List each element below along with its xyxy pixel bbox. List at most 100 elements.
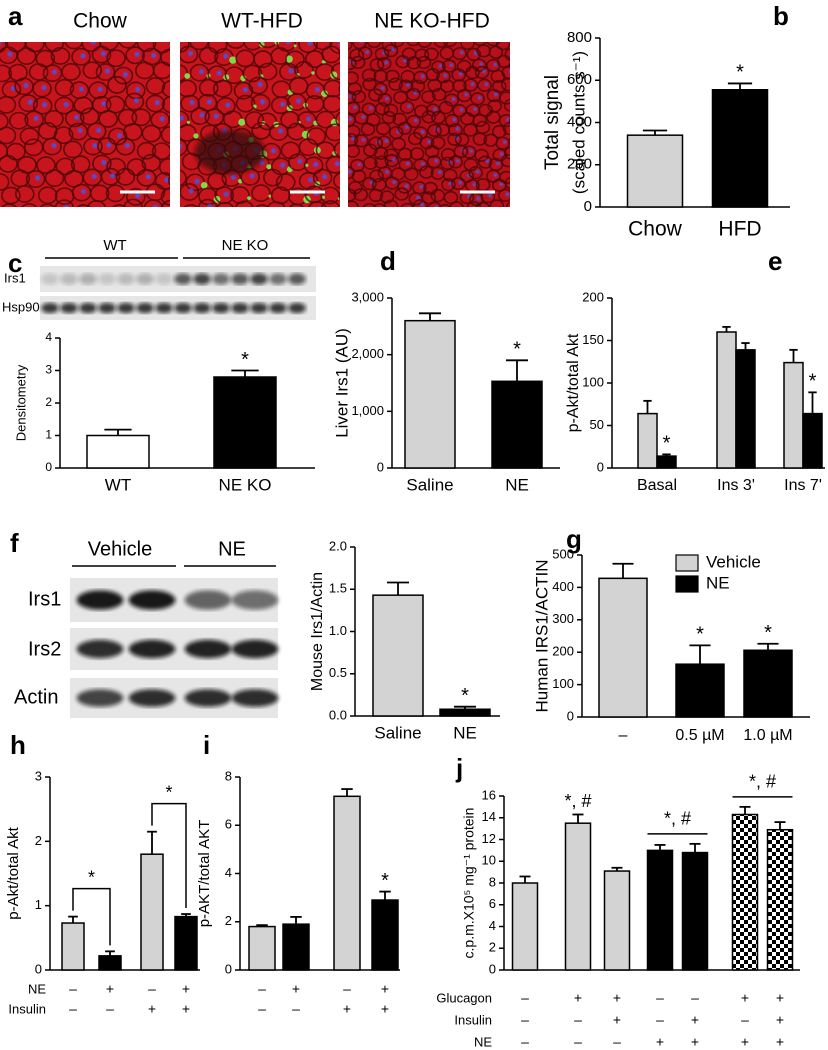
nucleus bbox=[280, 101, 286, 107]
cell bbox=[18, 94, 39, 113]
cell bbox=[100, 167, 121, 186]
cell bbox=[348, 42, 353, 51]
error-bar bbox=[231, 369, 259, 377]
nucleus bbox=[384, 60, 389, 65]
nucleus bbox=[493, 173, 498, 177]
cell bbox=[126, 158, 147, 177]
cell bbox=[397, 147, 413, 161]
error-bar bbox=[290, 916, 302, 925]
cell bbox=[24, 110, 44, 129]
cell bbox=[294, 61, 314, 79]
bar bbox=[140, 853, 164, 971]
x-tick-label: Ins 3' bbox=[717, 477, 755, 494]
cell bbox=[421, 191, 437, 205]
lipid bbox=[311, 71, 315, 75]
cell bbox=[151, 142, 170, 161]
cell bbox=[374, 102, 390, 116]
nucleus bbox=[188, 188, 194, 194]
cell bbox=[39, 203, 56, 207]
cell bbox=[0, 126, 17, 145]
nucleus bbox=[420, 203, 424, 207]
nucleus bbox=[199, 112, 205, 118]
legend-swatch bbox=[675, 554, 699, 572]
y-axis-label: p-Akt/total Akt bbox=[5, 826, 22, 919]
cell bbox=[489, 199, 505, 207]
condition-value: – bbox=[691, 990, 699, 1006]
y-tick-label: 2.0 bbox=[329, 538, 347, 553]
nucleus bbox=[7, 51, 13, 57]
nucleus bbox=[499, 152, 504, 156]
cell bbox=[433, 42, 449, 48]
cell bbox=[515, 144, 528, 156]
error-bar bbox=[662, 453, 671, 457]
nucleus bbox=[74, 114, 80, 120]
condition-value: – bbox=[69, 1001, 77, 1017]
nucleus bbox=[280, 162, 286, 168]
nucleus bbox=[433, 107, 437, 111]
nucleus bbox=[122, 72, 128, 78]
cell bbox=[14, 185, 35, 203]
nucleus bbox=[171, 85, 176, 90]
cell bbox=[506, 201, 510, 207]
y-tick-label: 14 bbox=[482, 809, 496, 824]
nucleus bbox=[402, 58, 407, 63]
nucleus bbox=[296, 98, 302, 104]
cell bbox=[357, 46, 373, 60]
x-tick-label: 0.5 µM bbox=[675, 727, 724, 744]
y-tick-label: 1 bbox=[35, 897, 42, 912]
nucleus bbox=[110, 173, 116, 179]
nucleus bbox=[476, 196, 481, 201]
condition-label: Insulin bbox=[8, 1001, 46, 1016]
condition-label: Glucagon bbox=[436, 990, 492, 1005]
lipid bbox=[305, 163, 309, 167]
nucleus bbox=[477, 96, 482, 100]
significance: * bbox=[513, 339, 521, 361]
y-tick-label: 1,000 bbox=[351, 403, 384, 418]
error-bar bbox=[689, 644, 711, 665]
condition-value: – bbox=[613, 1034, 621, 1050]
y-tick-label: 16 bbox=[482, 787, 496, 802]
cell bbox=[403, 167, 419, 181]
blot bbox=[40, 266, 316, 320]
nucleus bbox=[313, 161, 319, 167]
y-axis-label: p-AKT/total AKT bbox=[196, 820, 213, 928]
nucleus bbox=[151, 52, 157, 59]
y-tick-label: 8 bbox=[489, 874, 496, 889]
nucleus bbox=[494, 92, 498, 97]
cell bbox=[518, 49, 531, 61]
band bbox=[76, 590, 124, 610]
error-bar bbox=[642, 129, 668, 136]
nucleus bbox=[512, 52, 516, 56]
cell bbox=[158, 157, 170, 176]
nucleus bbox=[223, 191, 229, 197]
condition-value: – bbox=[656, 990, 664, 1006]
cell bbox=[452, 46, 468, 61]
y-tick-label: 0 bbox=[584, 198, 592, 215]
lipid bbox=[266, 164, 272, 170]
condition-value: – bbox=[521, 1034, 529, 1050]
x-tick-label: Saline bbox=[406, 475, 453, 494]
lipid bbox=[341, 165, 348, 172]
nucleus bbox=[8, 209, 13, 214]
cell bbox=[53, 126, 74, 145]
band bbox=[184, 639, 232, 659]
cell bbox=[504, 176, 510, 190]
cell bbox=[42, 137, 62, 156]
x-tick-label: Chow bbox=[628, 218, 683, 241]
cell bbox=[397, 121, 413, 135]
cell bbox=[360, 122, 376, 136]
nucleus bbox=[452, 117, 457, 122]
cell bbox=[125, 187, 146, 206]
cell bbox=[21, 203, 38, 207]
lipid bbox=[360, 207, 366, 213]
y-tick-label: 200 bbox=[582, 289, 604, 304]
cell bbox=[366, 42, 382, 49]
significance: *, # bbox=[564, 791, 591, 811]
y-tick-label: 100 bbox=[552, 676, 574, 691]
cell bbox=[61, 63, 81, 81]
nucleus bbox=[482, 69, 486, 74]
y-tick-label: 4 bbox=[45, 330, 52, 344]
nucleus bbox=[455, 126, 460, 131]
cell bbox=[338, 127, 340, 136]
